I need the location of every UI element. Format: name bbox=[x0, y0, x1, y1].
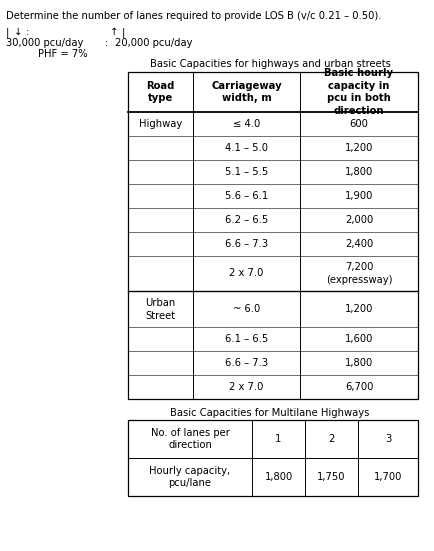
Text: |: | bbox=[122, 27, 125, 37]
Bar bbox=[128, 72, 418, 399]
Text: 1,800: 1,800 bbox=[264, 472, 293, 482]
Text: 600: 600 bbox=[349, 119, 368, 129]
Text: :: : bbox=[26, 27, 29, 37]
Text: 6.1 – 6.5: 6.1 – 6.5 bbox=[225, 334, 268, 344]
Text: 2 x 7.0: 2 x 7.0 bbox=[229, 268, 264, 278]
Text: Hourly capacity,
pcu/lane: Hourly capacity, pcu/lane bbox=[149, 466, 230, 488]
Text: 5.1 – 5.5: 5.1 – 5.5 bbox=[225, 167, 268, 177]
Text: Urban
Street: Urban Street bbox=[145, 298, 176, 321]
Text: Carriageway
width, m: Carriageway width, m bbox=[211, 81, 282, 103]
Text: 6.6 – 7.3: 6.6 – 7.3 bbox=[225, 358, 268, 368]
Text: 1,800: 1,800 bbox=[345, 358, 373, 368]
Text: 1,700: 1,700 bbox=[374, 472, 402, 482]
Text: 6.2 – 6.5: 6.2 – 6.5 bbox=[225, 215, 268, 225]
Text: 4.1 – 5.0: 4.1 – 5.0 bbox=[225, 143, 268, 153]
Text: 1,200: 1,200 bbox=[345, 143, 373, 153]
Text: Determine the number of lanes required to provide LOS B (v/c 0.21 – 0.50).: Determine the number of lanes required t… bbox=[6, 11, 381, 21]
Text: ↓: ↓ bbox=[14, 27, 23, 37]
Bar bbox=[128, 420, 418, 496]
Text: 1: 1 bbox=[275, 434, 282, 444]
Text: 2,400: 2,400 bbox=[345, 239, 373, 249]
Text: Road
type: Road type bbox=[146, 81, 175, 103]
Text: 6.6 – 7.3: 6.6 – 7.3 bbox=[225, 239, 268, 249]
Text: 2 x 7.0: 2 x 7.0 bbox=[229, 382, 264, 392]
Text: 5.6 – 6.1: 5.6 – 6.1 bbox=[225, 191, 268, 201]
Text: Basic hourly
capacity in
pcu in both
direction: Basic hourly capacity in pcu in both dir… bbox=[325, 68, 394, 116]
Text: 1,750: 1,750 bbox=[317, 472, 346, 482]
Text: 20,000 pcu/day: 20,000 pcu/day bbox=[115, 38, 193, 48]
Text: No. of lanes per
direction: No. of lanes per direction bbox=[151, 428, 230, 450]
Text: 30,000 pcu/day: 30,000 pcu/day bbox=[6, 38, 83, 48]
Text: Highway: Highway bbox=[139, 119, 182, 129]
Text: |: | bbox=[6, 27, 10, 37]
Text: 2: 2 bbox=[328, 434, 335, 444]
Text: PHF = 7%: PHF = 7% bbox=[38, 49, 88, 59]
Text: :: : bbox=[105, 38, 108, 48]
Text: 3: 3 bbox=[385, 434, 391, 444]
Text: Basic Capacities for Multilane Highways: Basic Capacities for Multilane Highways bbox=[170, 408, 370, 418]
Text: ~ 6.0: ~ 6.0 bbox=[233, 304, 260, 314]
Text: ↑: ↑ bbox=[110, 27, 118, 37]
Text: 1,800: 1,800 bbox=[345, 167, 373, 177]
Text: ≤ 4.0: ≤ 4.0 bbox=[233, 119, 260, 129]
Text: 1,600: 1,600 bbox=[345, 334, 373, 344]
Text: 6,700: 6,700 bbox=[345, 382, 373, 392]
Text: 1,900: 1,900 bbox=[345, 191, 373, 201]
Text: 7,200
(expressway): 7,200 (expressway) bbox=[326, 262, 392, 285]
Text: 2,000: 2,000 bbox=[345, 215, 373, 225]
Text: 1,200: 1,200 bbox=[345, 304, 373, 314]
Text: Basic Capacities for highways and urban streets: Basic Capacities for highways and urban … bbox=[150, 59, 391, 69]
